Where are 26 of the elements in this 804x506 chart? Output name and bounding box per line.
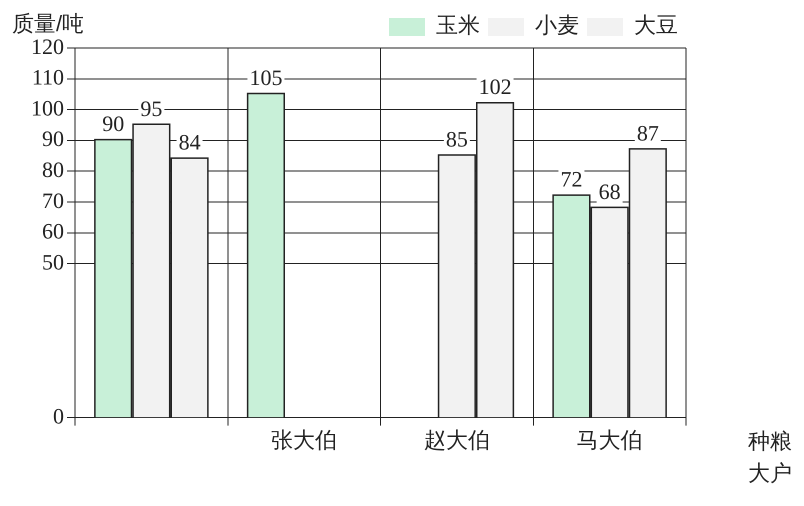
data-label: 72 [560, 166, 582, 192]
data-label: 102 [478, 74, 512, 100]
data-label: 90 [102, 111, 124, 136]
x-tick-label: 赵大伯 [424, 428, 490, 454]
y-tick-label: 110 [32, 64, 64, 90]
data-label: 85 [446, 126, 468, 152]
x-tick-label: 马大伯 [576, 428, 643, 454]
y-tick-label: 100 [31, 95, 64, 120]
y-tick-label: 90 [42, 126, 64, 152]
x-tick-label: 张大伯 [271, 428, 338, 454]
data-label: 68 [598, 178, 621, 204]
legend-label: 玉米 [436, 14, 480, 39]
y-tick-label: 120 [31, 34, 64, 59]
data-label: 95 [140, 96, 162, 121]
x-axis-title: 种粮大户 [748, 428, 792, 486]
y-tick-label: 70 [42, 188, 64, 213]
legend-label: 大豆 [634, 14, 678, 39]
data-label: 84 [178, 130, 201, 155]
y-tick-label: 50 [42, 249, 64, 274]
y-tick-label: 60 [42, 218, 64, 244]
y-tick-label: 80 [42, 156, 64, 182]
y-tick-label: 0 [53, 403, 64, 428]
data-label: 105 [249, 64, 282, 90]
legend-label: 小麦 [535, 14, 579, 39]
data-label: 87 [636, 120, 659, 146]
y-axis-title: 质量/吨 [12, 11, 84, 36]
